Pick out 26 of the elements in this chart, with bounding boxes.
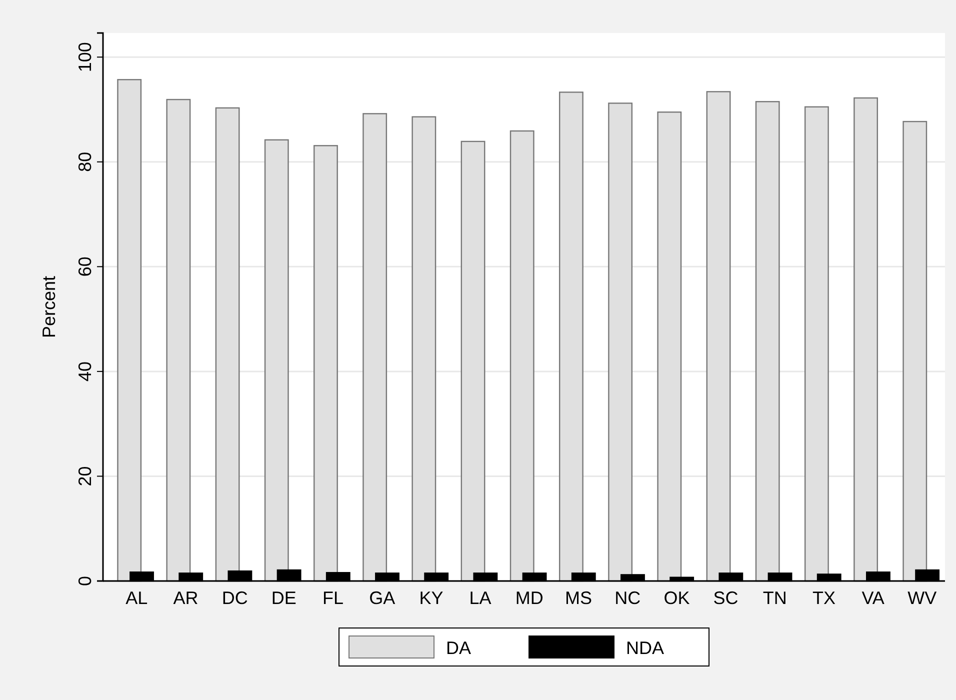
x-tick-label: TX xyxy=(812,588,836,608)
x-tick-label: TN xyxy=(762,588,787,608)
x-tick-label: GA xyxy=(369,588,396,608)
x-tick-label: DC xyxy=(222,588,248,608)
legend-label: NDA xyxy=(626,638,664,658)
x-tick-label: MD xyxy=(515,588,544,608)
y-axis-title: Percent xyxy=(39,276,59,338)
x-tick-label: MS xyxy=(564,588,592,608)
x-tick-label: SC xyxy=(713,588,738,608)
y-tick-label: 40 xyxy=(75,361,95,382)
y-tick-label: 80 xyxy=(75,152,95,172)
x-tick-label: LA xyxy=(469,588,492,608)
x-tick-label: KY xyxy=(419,588,444,608)
x-tick-label: WV xyxy=(908,588,937,608)
y-tick-label: 20 xyxy=(75,466,95,486)
x-tick-label: OK xyxy=(664,588,690,608)
x-tick-label: NC xyxy=(614,588,641,608)
y-tick-label: 100 xyxy=(75,42,95,72)
legend-label: DA xyxy=(446,638,472,658)
x-tick-label: AR xyxy=(173,588,198,608)
x-tick-label: AL xyxy=(126,588,148,608)
y-tick-label: 60 xyxy=(75,256,95,277)
y-tick-label: 0 xyxy=(75,576,95,586)
x-tick-label: FL xyxy=(322,588,344,608)
x-tick-label: VA xyxy=(862,588,884,608)
x-tick-label: DE xyxy=(271,588,296,608)
